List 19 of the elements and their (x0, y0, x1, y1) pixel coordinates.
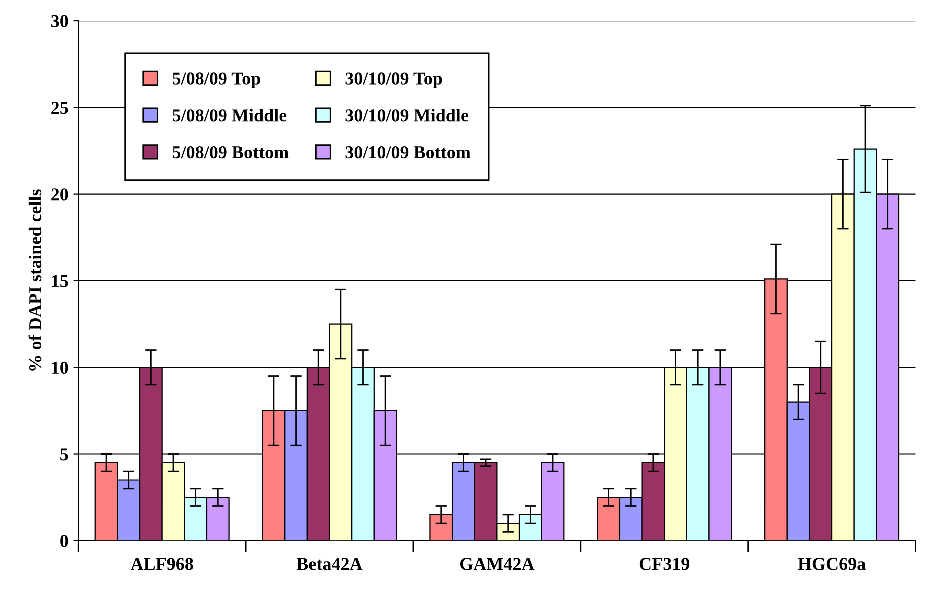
y-axis-title: % of DAPI stained cells (28, 190, 42, 371)
legend-label: 30/10/09 Top (346, 72, 442, 89)
y-tick-label: 15 (52, 275, 68, 288)
y-tick-label: 0 (60, 535, 68, 548)
y-tick-label: 30 (52, 15, 68, 28)
legend-label: 5/08/09 Middle (172, 109, 287, 122)
y-tick-label: 10 (52, 362, 68, 374)
legend-label: 30/10/09 Middle (346, 109, 469, 122)
x-tick-label: ALF968 (130, 558, 194, 570)
x-tick-label: Beta42A (296, 558, 363, 570)
legend-label: 30/10/09 Bottom (346, 146, 471, 159)
x-tick-label: CF319 (640, 558, 690, 570)
legend-label: 5/08/09 Bottom (172, 146, 289, 159)
y-tick-label: 25 (52, 102, 68, 114)
y-tick-label: 20 (52, 188, 68, 201)
y-tick-label: 5 (60, 448, 68, 461)
x-tick-label: HGC69a (798, 558, 866, 570)
x-tick-label: GAM42A (460, 558, 535, 570)
legend-label: 5/08/09 Top (172, 72, 260, 89)
